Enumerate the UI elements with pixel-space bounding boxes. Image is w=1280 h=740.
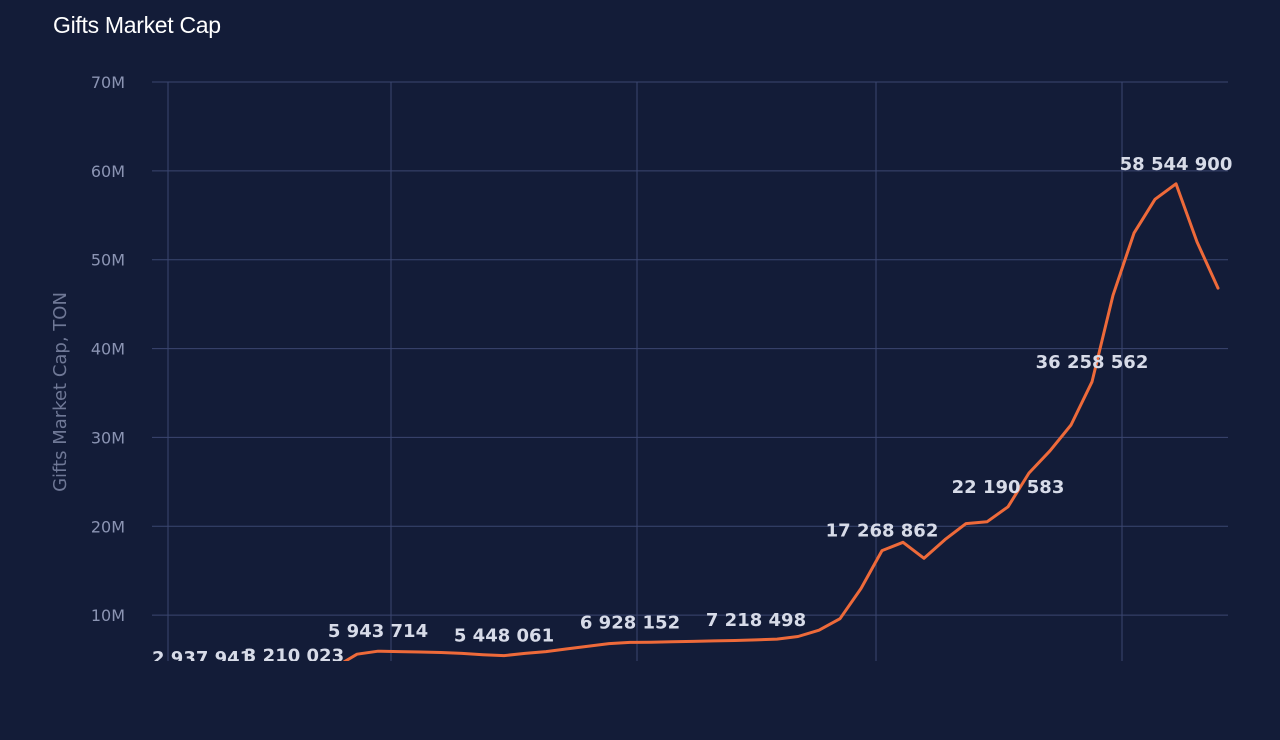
data-label: 2 937 941 [152, 648, 252, 669]
data-label: 36 258 562 [1036, 352, 1149, 373]
y-tick-label: 70M [91, 73, 125, 92]
y-tick-label: 30M [91, 428, 125, 447]
horizontal-gridlines [152, 81, 1228, 616]
y-axis-ticks: 10M 20M 30M 40M 50M 60M 70M [91, 73, 125, 625]
y-tick-label: 60M [91, 162, 125, 181]
y-tick-label: 40M [91, 340, 125, 359]
data-label: 58 544 900 [1120, 154, 1233, 175]
data-label: 5 943 714 [328, 621, 428, 642]
market-cap-line [342, 182, 1220, 661]
chart-title: Gifts Market Cap [53, 12, 221, 38]
y-tick-label: 10M [91, 606, 125, 625]
y-tick-label: 20M [91, 517, 125, 536]
y-axis-label: Gifts Market Cap, TON [50, 292, 71, 492]
data-label: 7 218 498 [706, 610, 806, 631]
data-label: 17 268 862 [826, 521, 939, 542]
data-label: 6 928 152 [580, 612, 680, 633]
data-label: 22 190 583 [952, 477, 1065, 498]
data-label: 3 210 023 [244, 645, 344, 666]
vertical-gridlines [167, 82, 1123, 661]
y-tick-label: 50M [91, 251, 125, 270]
data-label: 5 448 061 [454, 626, 554, 647]
